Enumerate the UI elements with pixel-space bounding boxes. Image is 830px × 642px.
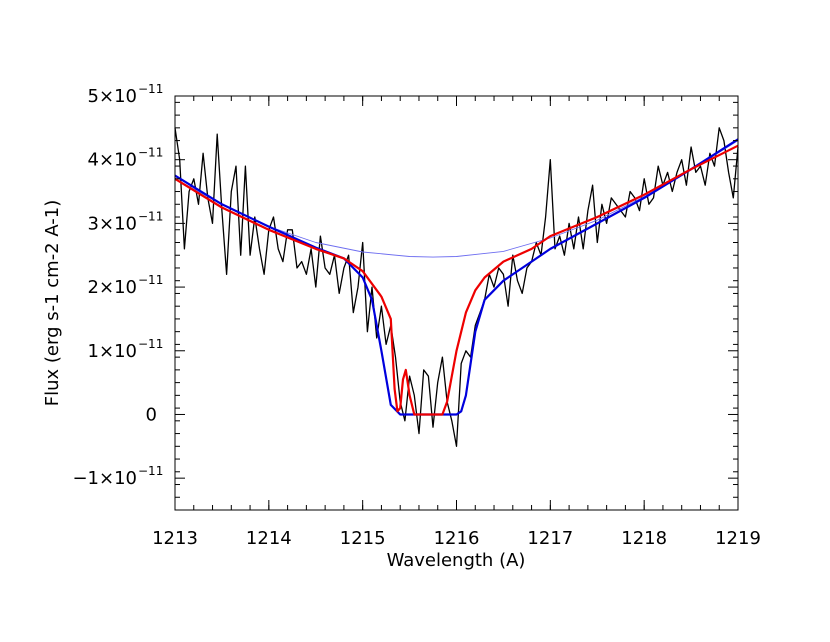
y-tick-exponent: −11 [138,464,163,478]
x-tick-label: 1215 [340,528,386,549]
x-axis-label: Wavelength (A) [387,550,526,571]
y-tick-label: 4×10 [88,150,137,171]
x-tick-label: 1219 [715,528,761,549]
y-tick-exponent: −11 [138,82,163,96]
x-tick-label: 1214 [246,528,292,549]
y-tick-label: 3×10 [88,213,137,234]
observed-spectrum-line [174,127,739,447]
blue-fit-line [174,138,739,416]
y-tick-exponent: −11 [138,337,163,351]
x-tick-label: 1213 [152,528,198,549]
y-tick-label: 2×10 [88,277,137,298]
y-tick-exponent: −11 [138,146,163,160]
y-tick-label: 5×10 [88,86,137,107]
y-tick-label: 1×10 [88,341,137,362]
x-tick-label: 1216 [434,528,480,549]
ticks [174,95,739,511]
plot-frame [174,95,739,511]
y-tick-label: 0 [146,404,157,425]
x-tick-label: 1217 [527,528,573,549]
y-tick-exponent: −11 [138,273,163,287]
y-tick-labels: 5×10 −114×10 −113×10 −112×10 −111×10 −110−1×1… [72,82,163,489]
x-tick-label: 1218 [621,528,667,549]
red-fit-line [174,144,739,416]
y-tick-exponent: −11 [138,209,163,223]
plot-lines [174,127,739,447]
x-tick-labels: 1213 1214 1215 1216 1217 1218 1219 [152,528,761,549]
y-axis-label: Flux (erg s-1 cm-2 A-1) [42,200,63,407]
y-tick-label: −1×10 [72,468,137,489]
